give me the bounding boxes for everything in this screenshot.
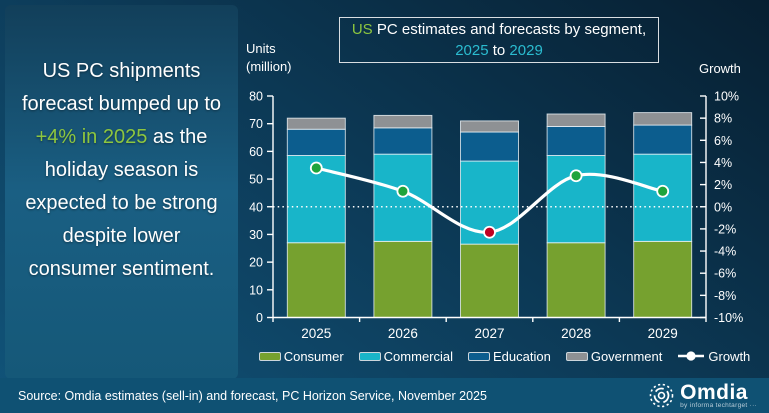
bar-2025-education (286, 128, 346, 156)
stacked-bar-chart: 0 10 20 30 40 50 60 70 80 -10% -8% -6% -4% -2% 0% 2% 4% 6… (249, 90, 743, 342)
y-axis-right-tick-label: -2% (714, 222, 736, 236)
source-text: Source: Omdia estimates (sell-in) and fo… (18, 388, 487, 403)
y-axis-right-tick-label: -4% (714, 245, 736, 259)
legend-label: Commercial (383, 348, 454, 364)
legend-swatch-consumer (258, 351, 281, 361)
legend-item-government: Government (565, 348, 663, 364)
y-axis-right-tick-label: 2% (714, 178, 732, 192)
y-axis-left-tick-label: 20 (249, 256, 263, 270)
bar-2027-government (460, 120, 519, 133)
chart-title-box: US PC estimates and forecasts by segment… (339, 17, 659, 63)
y-axis-right-tick-label: -10% (714, 311, 743, 325)
legend-swatch-government (565, 351, 588, 361)
growth-marker-2026 (396, 184, 410, 198)
y-axis-right-tick-label: 6% (714, 134, 732, 148)
growth-marker-2025 (309, 161, 323, 175)
growth-marker-2029 (656, 184, 670, 198)
bar-2027-education (460, 131, 519, 162)
legend-label: Education (493, 348, 551, 364)
legend-swatch-education (468, 351, 491, 361)
omdia-logo-icon (649, 383, 674, 408)
headline-post: as the holiday season is expected to be … (25, 126, 218, 280)
omdia-logo-name: Omdia (680, 380, 748, 404)
bars-group (286, 112, 693, 318)
x-axis (272, 316, 707, 322)
chart-title-line1: US PC estimates and forecasts by segment… (352, 19, 646, 40)
y-axis-right-tick-label: 8% (714, 112, 732, 126)
legend-growth-marker-icon (678, 351, 705, 361)
footer-bar: Source: Omdia estimates (sell-in) and fo… (0, 378, 769, 413)
bar-2029-consumer (633, 240, 693, 318)
legend-swatch-commercial (358, 351, 381, 361)
bar-2029-education (633, 124, 693, 155)
y-axis-left-tick-label: 70 (249, 117, 263, 131)
y-axis-left-tick-label: 60 (249, 145, 263, 159)
bar-2028-commercial (546, 155, 606, 244)
bar-2025-government (286, 117, 346, 130)
headline-highlight: +4% in 2025 (35, 126, 148, 148)
chart-title-line2: 2025 to 2029 (455, 40, 543, 61)
bar-2026-education (373, 127, 433, 155)
x-axis-category-label: 2027 (474, 326, 504, 341)
left-axis-title: Units (million) (246, 40, 292, 76)
x-axis-category-label: 2025 (301, 326, 331, 341)
omdia-logo: Omdia by informa techtarget ··· (648, 382, 757, 409)
legend-item-consumer: Consumer (258, 348, 344, 364)
legend-label: Government (590, 348, 663, 364)
x-axis-category-label: 2026 (388, 326, 418, 341)
growth-marker-2028 (569, 169, 583, 183)
y-axis-right-tick-label: -8% (714, 289, 736, 303)
y-axis-left-tick-label: 50 (249, 173, 263, 187)
y-axis-left-tick-label: 80 (249, 90, 263, 104)
bar-2028-government (546, 113, 606, 127)
legend-item-education: Education (468, 349, 551, 364)
x-axis-category-label: 2028 (561, 326, 591, 341)
left-axis-title-line2: (million) (246, 59, 292, 74)
omdia-logo-subtitle: by informa techtarget ··· (680, 401, 757, 409)
growth-marker-2027 (483, 225, 496, 239)
legend-label: Growth (708, 348, 751, 364)
headline-text: US PC shipments forecast bumped up to +4… (5, 5, 238, 286)
y-axis-left-tick-label: 30 (249, 228, 263, 242)
bar-2026-commercial (373, 153, 433, 242)
chart-title-year-end: 2029 (509, 42, 543, 59)
bar-2028-consumer (546, 242, 606, 318)
left-axis-title-line1: Units (246, 41, 276, 56)
bar-2029-government (633, 112, 693, 126)
headline-panel: US PC shipments forecast bumped up to +4… (5, 5, 238, 379)
bar-2026-government (373, 114, 433, 129)
chart-title-rest: PC estimates and forecasts by segment, (372, 21, 647, 38)
right-axis-title: Growth (699, 61, 741, 76)
y-axis-left: 0 10 20 30 40 50 60 70 80 (249, 90, 274, 325)
headline-pre: US PC shipments forecast bumped up to (21, 60, 221, 115)
y-axis-left-tick-label: 10 (249, 283, 263, 297)
legend-item-commercial: Commercial (358, 348, 454, 364)
bar-2029-commercial (633, 153, 693, 242)
y-axis-right-tick-label: 4% (714, 156, 732, 170)
y-axis-left-tick-label: 40 (249, 200, 263, 214)
bar-2026-consumer (373, 240, 433, 318)
y-axis-right-tick-label: 10% (714, 90, 739, 104)
bar-2025-consumer (286, 242, 346, 318)
legend-label: Consumer (283, 348, 344, 364)
x-axis-category-label: 2029 (648, 326, 678, 341)
y-axis-left-tick-label: 0 (256, 311, 263, 325)
chart-title-us: US (351, 21, 373, 38)
chart-title-year-start: 2025 (455, 42, 489, 59)
legend-item-growth: Growth (677, 349, 750, 364)
chart-legend: Consumer Commercial Education Government Gr… (240, 347, 769, 365)
bar-2028-education (546, 126, 606, 156)
y-axis-right-tick-label: -6% (714, 267, 736, 281)
chart-title-to: to (488, 42, 510, 59)
bar-2027-consumer (460, 243, 519, 318)
y-axis-right-tick-label: 0% (714, 200, 732, 214)
y-axis-right: -10% -8% -6% -4% -2% 0% 2% 4% 6% 8% 10% (700, 90, 743, 325)
